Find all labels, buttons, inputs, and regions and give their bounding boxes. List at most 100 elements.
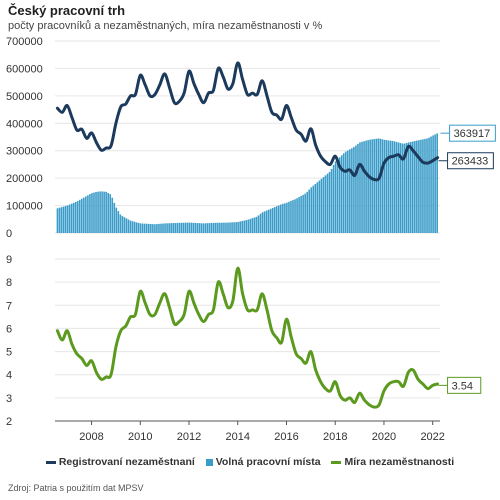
vacancy-bar xyxy=(385,140,388,233)
vacancy-bar xyxy=(174,223,177,233)
legend-swatch-rate xyxy=(331,460,342,464)
vacancy-bar xyxy=(259,213,262,233)
vacancy-bar xyxy=(310,187,313,233)
vacancy-bar xyxy=(265,210,268,233)
vacancy-bar xyxy=(233,222,235,233)
y-tick-label: 0 xyxy=(6,228,12,240)
vacancy-bar xyxy=(365,140,367,233)
vacancy-bar xyxy=(420,139,422,233)
vacancy-bar xyxy=(81,198,83,233)
vacancy-bar xyxy=(91,193,93,233)
vacancy-bar xyxy=(204,223,207,233)
vacancy-bar xyxy=(261,212,264,233)
vacancy-bar xyxy=(152,224,154,233)
vacancy-bar xyxy=(296,198,298,233)
vacancy-bar xyxy=(401,143,404,233)
vacancy-bar xyxy=(215,222,217,233)
vacancy-bar xyxy=(111,197,114,233)
vacancy-bar xyxy=(164,223,166,233)
vacancy-bar xyxy=(344,151,347,233)
vacancy-bar xyxy=(308,189,311,233)
source-note: Zdroj: Patria s použitím dat MPSV xyxy=(8,483,144,493)
vacancy-bar xyxy=(397,142,400,233)
vacancy-bar xyxy=(377,138,380,233)
x-tick-label: 2010 xyxy=(128,431,152,443)
vacancy-bar xyxy=(316,182,319,233)
vacancy-bar xyxy=(72,202,75,233)
chart-subtitle: počty pracovníků a nezaměstnaných, míra … xyxy=(8,20,323,32)
vacancy-bar xyxy=(219,222,221,233)
vacancy-bar xyxy=(202,223,205,233)
vacancy-bar xyxy=(133,221,136,233)
vacancy-bar xyxy=(324,175,327,233)
vacancy-bar xyxy=(332,164,335,233)
vacancy-bar xyxy=(330,168,333,233)
vacancy-bar xyxy=(83,197,85,233)
vacancy-bar xyxy=(422,139,424,233)
vacancy-bar xyxy=(101,191,103,233)
vacancy-bar xyxy=(391,140,394,233)
vacancy-bar xyxy=(351,148,353,233)
vacancy-bar xyxy=(127,219,130,233)
vacancy-bar xyxy=(58,207,61,233)
vacancy-bar xyxy=(247,219,250,233)
chart-legend: Registrovaní nezaměstnaní Volná pracovní… xyxy=(0,456,500,468)
vacancy-bar xyxy=(160,223,162,233)
vacancy-bar xyxy=(302,194,304,233)
vacancy-bar xyxy=(298,197,300,233)
vacancy-bar xyxy=(62,206,65,233)
x-tick-label: 2008 xyxy=(79,431,103,443)
vacancy-bar xyxy=(340,155,343,233)
vacancy-bar xyxy=(89,194,91,233)
vacancy-bar xyxy=(395,141,398,233)
vacancy-bar xyxy=(135,222,138,233)
y-tick-label: 300000 xyxy=(6,146,43,158)
vacancy-bar xyxy=(243,220,246,233)
y-tick-label: 200000 xyxy=(6,173,43,185)
vacancy-bar xyxy=(334,161,337,233)
vacancy-bar xyxy=(85,196,87,233)
vacancy-bar xyxy=(166,223,168,233)
vacancy-bar xyxy=(154,224,156,233)
vacancy-bar xyxy=(131,221,134,233)
vacancy-bar xyxy=(383,139,386,233)
vacancy-bar xyxy=(119,214,122,233)
vacancy-bar xyxy=(373,139,376,233)
vacancy-bar xyxy=(416,140,418,233)
y-tick-label: 8 xyxy=(6,277,12,289)
vacancy-bar xyxy=(103,191,105,233)
vacancy-bar xyxy=(322,177,325,233)
vacancy-bar xyxy=(162,223,164,233)
vacancy-bar xyxy=(275,206,278,233)
vacancy-bar xyxy=(239,221,241,233)
vacancy-bar xyxy=(117,211,120,233)
vacancy-bar xyxy=(109,194,112,233)
vacancy-bar xyxy=(56,208,59,233)
legend-label-registered: Registrovaní nezaměstnaní xyxy=(58,456,195,468)
vacancy-bar xyxy=(186,222,189,233)
vacancy-bar xyxy=(326,173,329,233)
vacancy-bar xyxy=(257,215,260,233)
x-tick-label: 2020 xyxy=(372,431,396,443)
registered-end-label-box xyxy=(447,152,494,170)
vacancy-bar xyxy=(304,193,306,233)
vacancy-bar xyxy=(359,142,361,233)
vacancy-bar xyxy=(361,141,363,233)
vacancy-bar xyxy=(237,221,239,233)
x-tick-label: 2016 xyxy=(274,431,298,443)
vacancy-bar xyxy=(338,157,341,233)
vacancy-bar xyxy=(241,221,244,233)
vacancy-bar xyxy=(288,201,290,233)
x-tick-label: 2012 xyxy=(177,431,201,443)
vacancy-bar xyxy=(76,201,79,233)
vacancy-bar xyxy=(227,222,229,233)
rate-end-label-box xyxy=(447,376,482,394)
vacancy-bar xyxy=(194,222,197,233)
y-tick-label: 4 xyxy=(6,370,12,382)
vacancy-bar xyxy=(349,149,351,233)
y-tick-label: 7 xyxy=(6,300,12,312)
x-tick-label: 2014 xyxy=(226,431,250,443)
vacancy-bar xyxy=(141,223,144,233)
vacancy-bar xyxy=(176,222,179,233)
